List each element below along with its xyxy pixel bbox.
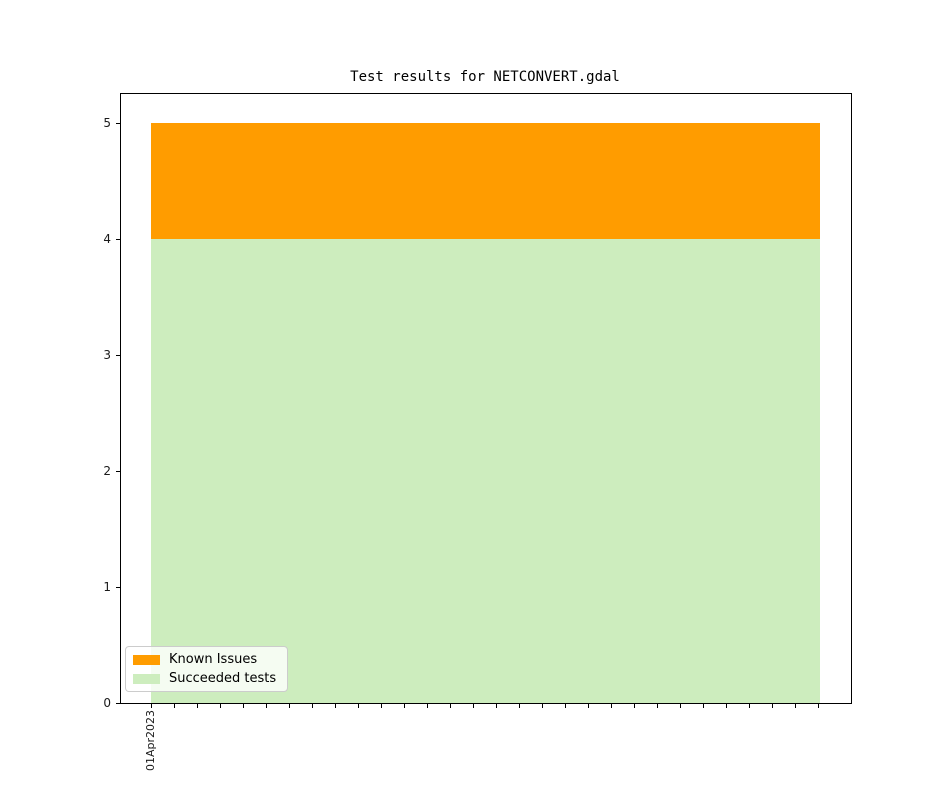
x-tick-mark [220,703,221,708]
y-tick-label: 0 [103,696,111,710]
x-tick-mark [726,703,727,708]
x-tick-mark [358,703,359,708]
x-tick-mark [657,703,658,708]
legend: Known Issues Succeeded tests [125,646,288,692]
x-tick-mark [197,703,198,708]
y-tick-mark [116,354,121,356]
legend-swatch-succeeded-tests [133,673,160,684]
y-tick-mark [116,702,121,704]
y-tick-label: 2 [103,464,111,478]
x-tick-label: 01Apr2023 [144,710,157,772]
bar-segment-known-issues [151,123,820,239]
x-tick-mark [818,703,819,708]
x-tick-mark [473,703,474,708]
x-tick-mark [381,703,382,708]
legend-item-succeeded-tests: Succeeded tests [133,671,279,686]
x-tick-mark [427,703,428,708]
y-tick-label: 4 [103,232,111,246]
x-tick-mark [680,703,681,708]
x-tick-mark [634,703,635,708]
x-tick-mark [289,703,290,708]
x-tick-mark [588,703,589,708]
plot-area: Known Issues Succeeded tests 0 1 2 3 4 5 01Apr… [103,93,852,771]
x-tick-mark [795,703,796,708]
x-tick-mark [243,703,244,708]
y-tick-mark [116,586,121,588]
chart-title: Test results for NETCONVERT.gdal [350,69,620,85]
x-tick-mark [335,703,336,708]
legend-label-known-issues: Known Issues [169,652,258,667]
legend-item-known-issues: Known Issues [133,652,279,667]
legend-swatch-known-issues [133,654,160,665]
x-tick-mark [611,703,612,708]
x-tick-mark [749,703,750,708]
legend-label-succeeded-tests: Succeeded tests [169,671,277,686]
x-tick-mark [703,703,704,708]
y-tick-label: 3 [103,348,111,362]
x-tick-mark [565,703,566,708]
y-tick-mark [116,122,121,124]
x-tick-mark [772,703,773,708]
x-tick-mark [519,703,520,708]
bar-segment-succeeded-tests [151,239,820,703]
x-tick-mark [266,703,267,708]
x-tick-mark [404,703,405,708]
x-tick-mark [496,703,497,708]
x-tick-mark [450,703,451,708]
y-tick-mark [116,238,121,240]
y-tick-label: 1 [103,580,111,594]
x-tick-mark [312,703,313,708]
y-tick-label: 5 [103,116,111,130]
x-tick-mark [174,703,175,708]
x-tick-mark [542,703,543,708]
x-tick-mark [151,703,152,708]
y-tick-mark [116,470,121,472]
